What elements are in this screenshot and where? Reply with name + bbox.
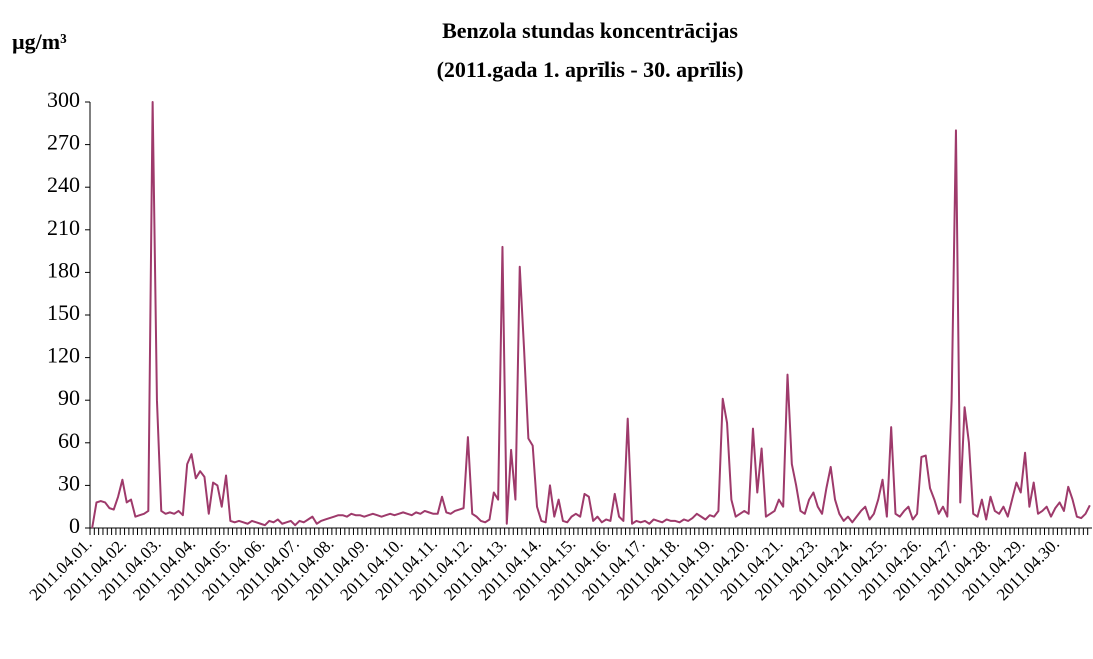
y-tick-label: 90 <box>58 385 80 410</box>
y-tick-label: 120 <box>47 343 80 368</box>
y-tick-label: 150 <box>47 300 80 325</box>
chart-subtitle: (2011.gada 1. aprīlis - 30. aprīlis) <box>437 57 744 82</box>
y-tick-label: 270 <box>47 130 80 155</box>
y-tick-label: 300 <box>47 87 80 112</box>
y-tick-label: 240 <box>47 172 80 197</box>
y-tick-label: 0 <box>69 513 80 538</box>
y-axis-label: µg/m³ <box>12 29 67 54</box>
y-tick-label: 60 <box>58 428 80 453</box>
y-tick-label: 30 <box>58 470 80 495</box>
y-tick-label: 180 <box>47 257 80 282</box>
chart-title: Benzola stundas koncentrācijas <box>442 18 738 43</box>
data-line <box>91 101 1091 529</box>
y-tick-label: 210 <box>47 215 80 240</box>
